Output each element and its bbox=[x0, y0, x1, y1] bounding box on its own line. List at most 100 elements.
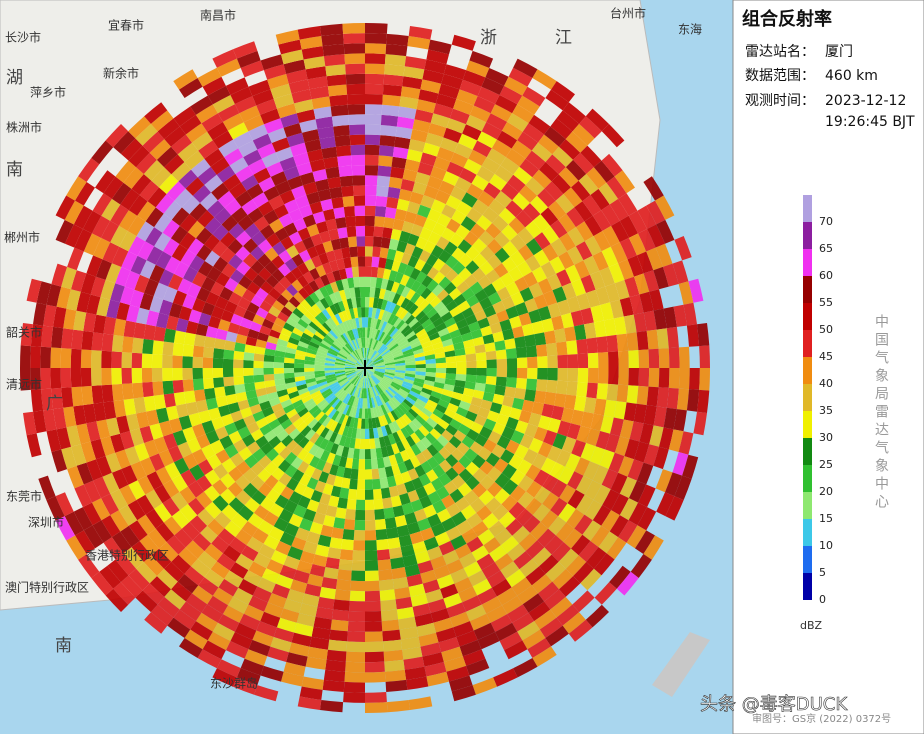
echo-cell bbox=[556, 604, 580, 626]
legend-tick-label: 15 bbox=[819, 512, 833, 525]
echo-cell bbox=[225, 393, 238, 405]
echo-cell bbox=[572, 590, 595, 613]
echo-cell bbox=[307, 344, 319, 352]
echo-cell bbox=[345, 362, 356, 366]
echo-cell bbox=[283, 403, 295, 414]
echo-cell bbox=[463, 158, 482, 175]
echo-cell bbox=[383, 335, 392, 346]
echo-cell bbox=[241, 199, 258, 215]
echo-cell bbox=[329, 383, 340, 391]
echo-cell bbox=[253, 167, 271, 184]
echo-cell bbox=[539, 162, 559, 182]
echo-cell bbox=[246, 183, 264, 200]
echo-cell bbox=[365, 702, 388, 714]
echo-cell bbox=[531, 142, 553, 162]
echo-cell bbox=[406, 573, 423, 587]
echo-cell bbox=[590, 270, 606, 290]
echo-cell bbox=[420, 152, 437, 167]
echo-cell bbox=[351, 318, 358, 329]
echo-cell bbox=[286, 652, 308, 667]
echo-cell bbox=[263, 535, 280, 550]
echo-cell bbox=[314, 243, 326, 256]
echo-cell bbox=[407, 334, 418, 343]
echo-cell bbox=[375, 277, 383, 289]
echo-cell bbox=[388, 270, 398, 282]
echo-cell bbox=[373, 355, 382, 363]
echo-cell bbox=[427, 546, 443, 561]
echo-cell bbox=[288, 642, 310, 657]
echo-cell bbox=[481, 122, 502, 140]
echo-cell bbox=[214, 338, 226, 350]
echo-cell bbox=[365, 580, 380, 592]
echo-cell bbox=[195, 612, 218, 632]
echo-cell bbox=[365, 530, 377, 541]
echo-cell bbox=[505, 518, 523, 536]
echo-cell bbox=[469, 613, 491, 631]
echo-cell bbox=[328, 347, 339, 355]
echo-cell bbox=[222, 605, 244, 623]
echo-cell bbox=[219, 435, 234, 450]
legend-tick-label: 20 bbox=[819, 485, 833, 498]
echo-cell bbox=[204, 543, 223, 562]
row-label: 数据范围： bbox=[745, 67, 815, 84]
echo-cell bbox=[371, 339, 377, 350]
echo-cell bbox=[272, 241, 287, 256]
echo-cell bbox=[636, 462, 654, 485]
echo-cell bbox=[438, 276, 452, 290]
echo-cell bbox=[234, 622, 257, 640]
echo-cell bbox=[265, 341, 277, 351]
echo-cell bbox=[274, 350, 286, 358]
echo-cell bbox=[335, 358, 346, 363]
echo-cell bbox=[149, 139, 171, 160]
echo-cell bbox=[352, 328, 358, 340]
echo-cell bbox=[61, 328, 74, 349]
echo-cell bbox=[318, 471, 330, 484]
echo-cell bbox=[405, 447, 416, 459]
echo-cell bbox=[392, 505, 405, 518]
echo-cell bbox=[374, 359, 384, 365]
echo-cell bbox=[414, 258, 426, 272]
echo-cell bbox=[397, 461, 408, 474]
echo-cell bbox=[463, 387, 475, 397]
echo-cell bbox=[387, 400, 396, 411]
echo-cell bbox=[335, 507, 347, 519]
echo-cell bbox=[198, 459, 214, 476]
echo-cell bbox=[365, 459, 372, 470]
echo-cell bbox=[61, 266, 77, 290]
echo-cell bbox=[285, 381, 297, 389]
echo-cell bbox=[336, 258, 346, 270]
echo-cell bbox=[64, 511, 84, 536]
echo-cell bbox=[456, 201, 473, 217]
echo-cell bbox=[544, 391, 557, 406]
echo-cell bbox=[293, 368, 305, 373]
echo-cell bbox=[435, 372, 446, 379]
echo-cell bbox=[244, 223, 260, 239]
echo-cell bbox=[347, 236, 357, 248]
echo-cell bbox=[516, 459, 532, 476]
echo-cell bbox=[611, 493, 629, 516]
echo-cell bbox=[309, 636, 330, 650]
echo-cell bbox=[504, 640, 528, 660]
echo-cell bbox=[274, 494, 289, 509]
echo-cell bbox=[537, 368, 548, 380]
echo-cell bbox=[576, 425, 591, 443]
echo-cell bbox=[266, 488, 281, 503]
echo-cell bbox=[347, 447, 355, 459]
echo-cell bbox=[559, 576, 581, 597]
echo-cell bbox=[250, 245, 265, 261]
echo-cell bbox=[283, 598, 302, 613]
echo-cell bbox=[405, 330, 416, 340]
echo-cell bbox=[349, 417, 356, 428]
echo-cell bbox=[237, 426, 251, 439]
echo-cell bbox=[121, 465, 138, 485]
echo-cell bbox=[303, 452, 315, 465]
echo-cell bbox=[252, 133, 272, 150]
echo-cell bbox=[309, 455, 321, 469]
echo-cell bbox=[243, 368, 254, 376]
echo-cell bbox=[456, 442, 470, 455]
echo-cell bbox=[517, 227, 535, 245]
echo-cell bbox=[452, 261, 466, 275]
echo-cell bbox=[554, 328, 567, 343]
echo-cell bbox=[302, 593, 320, 607]
echo-cell bbox=[385, 364, 396, 367]
